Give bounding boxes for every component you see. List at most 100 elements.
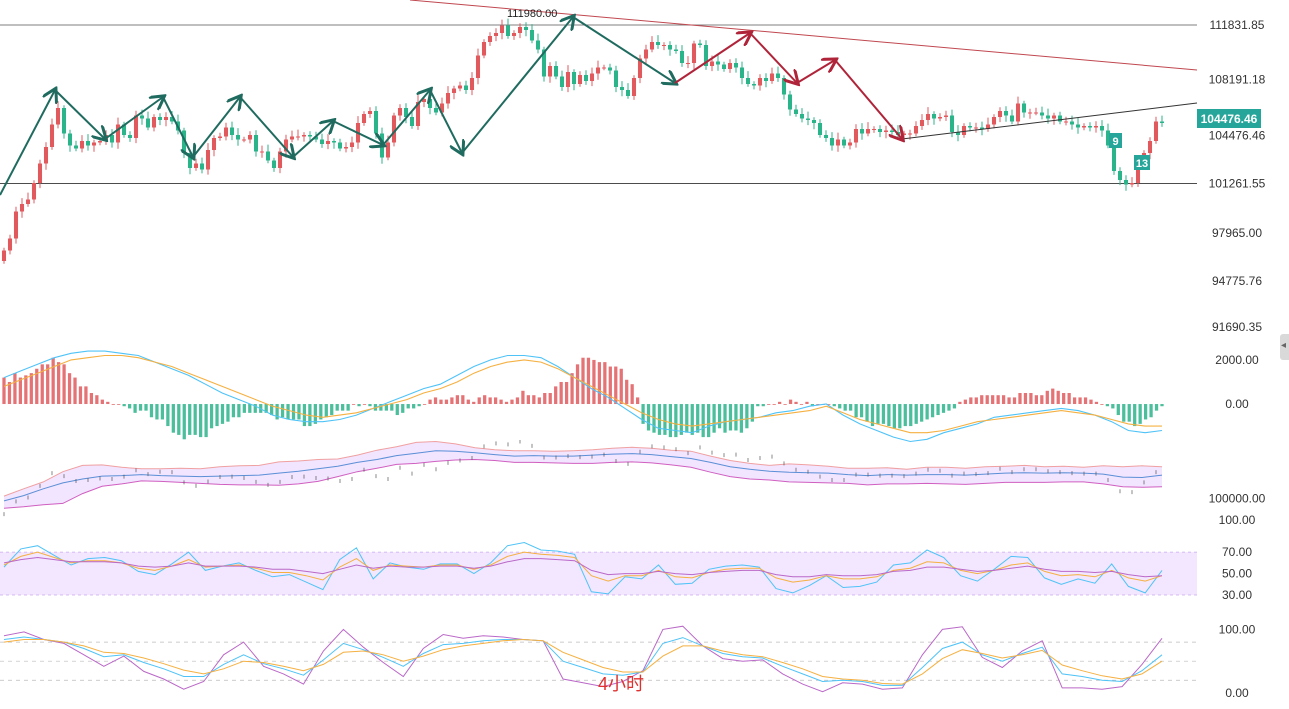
macd-histogram-bar (122, 404, 126, 407)
macd-histogram-bar (543, 393, 547, 405)
candle-down (655, 42, 661, 45)
macd-histogram-bar (24, 375, 28, 405)
macd-histogram-bar (570, 373, 574, 405)
candle-up (91, 142, 97, 146)
macd-histogram-bar (980, 395, 984, 405)
macd-histogram-bar (51, 357, 55, 405)
macd-histogram-bar (788, 399, 793, 405)
macd-histogram-bar (996, 395, 1000, 405)
candle-up (757, 78, 763, 86)
candle-up (565, 72, 571, 87)
macd-histogram-bar (854, 404, 858, 418)
candle-up (853, 129, 859, 143)
macd-histogram-bar (40, 364, 44, 405)
macd-histogram-bar (73, 377, 77, 405)
macd-histogram-bar (417, 404, 421, 407)
macd-histogram-bar (799, 404, 804, 405)
candle-down (625, 90, 631, 96)
macd-histogram-bar (849, 404, 853, 411)
macd-histogram-bar (171, 404, 175, 433)
macd-histogram-bar (177, 404, 181, 435)
candle-up (1081, 126, 1087, 128)
candle-down (271, 160, 277, 168)
macd-histogram-bar (428, 399, 432, 405)
macd-histogram-bar (46, 364, 50, 405)
candle-up (457, 85, 463, 89)
candle-down (553, 66, 559, 77)
macd-histogram-bar (936, 404, 940, 416)
ascending-support-trendline (901, 102, 1198, 140)
macd-histogram-bar (182, 404, 186, 440)
candle-up (865, 129, 871, 134)
macd-histogram-bar (707, 404, 711, 438)
macd-histogram-bar (952, 404, 957, 409)
macd-histogram-bar (384, 404, 388, 411)
candle-up (301, 135, 307, 137)
boll-lower-line (3, 458, 1163, 509)
macd-histogram-bar (974, 397, 978, 405)
candle-down (673, 49, 679, 51)
macd-histogram-bar (390, 404, 394, 411)
candle-down (1075, 124, 1081, 128)
macd-histogram-bar (619, 368, 623, 405)
macd-histogram-bar (477, 397, 481, 405)
candle-down (949, 115, 955, 132)
candle-down (979, 127, 985, 129)
macd-histogram-bar (1111, 404, 1115, 409)
candle-down (505, 25, 511, 36)
macd-histogram-bar (859, 404, 864, 418)
candle-up (13, 211, 19, 239)
candle-down (1117, 171, 1123, 180)
candle-up (97, 141, 103, 143)
side-panel-handle[interactable]: ◂ (1280, 334, 1289, 360)
macd-histogram-bar (379, 404, 383, 411)
candle-up (1129, 183, 1135, 185)
macd-histogram-bar (608, 366, 612, 405)
candle-up (223, 127, 229, 137)
candle-down (1003, 111, 1009, 116)
candle-up (115, 124, 121, 143)
macd-tick-label: 2000.00 (1215, 353, 1259, 367)
macd-histogram-bar (226, 404, 230, 422)
macd-histogram-bar (548, 393, 552, 405)
candle-up (1, 250, 7, 261)
candle-up (997, 111, 1003, 117)
candle-up (943, 115, 949, 117)
macd-histogram-bar (767, 404, 771, 405)
candle-up (19, 204, 25, 212)
current-price-tag: 104476.46 (1197, 109, 1261, 128)
candle-down (1045, 115, 1051, 119)
macd-histogram-bar (1143, 404, 1148, 420)
candle-up (691, 43, 697, 63)
candle-down (877, 129, 883, 132)
boll-upper-line (3, 440, 1163, 497)
candle-down (667, 45, 673, 50)
wave-arrow-green (332, 120, 383, 145)
macd-histogram-bar (892, 404, 896, 429)
macd-histogram-bar (930, 404, 935, 418)
td-nine-text: 9 (1112, 136, 1118, 148)
candle-up (445, 93, 451, 104)
candle-up (133, 115, 139, 138)
macd-histogram-bar (439, 399, 443, 405)
macd-histogram-bar (674, 404, 678, 438)
candle-up (481, 42, 487, 56)
candle-down (1111, 145, 1117, 171)
candle-up (487, 36, 493, 42)
macd-histogram-bar (286, 404, 290, 420)
macd-histogram-bar (717, 404, 722, 429)
macd-histogram-bar (827, 404, 831, 405)
macd-histogram-bar (395, 404, 399, 416)
candle-up (25, 199, 31, 204)
wave-arrow-green (429, 89, 462, 153)
macd-histogram-bar (663, 404, 667, 435)
candle-up (907, 133, 913, 135)
candle-up (547, 66, 553, 77)
macd-histogram-bar (357, 404, 361, 407)
candle-down (823, 135, 829, 138)
candle-down (319, 139, 325, 144)
macd-histogram-bar (264, 404, 268, 413)
macd-histogram-bar (881, 404, 886, 424)
wave-arrow-green (104, 97, 163, 140)
candle-down (139, 115, 145, 119)
